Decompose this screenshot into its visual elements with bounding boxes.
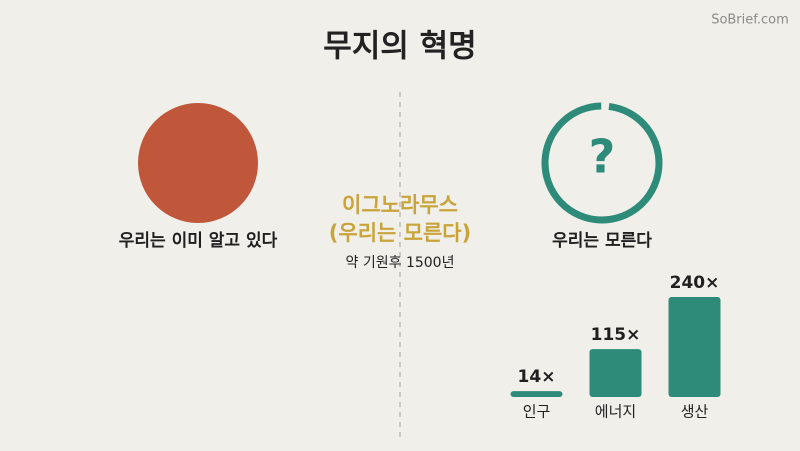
title: 무지의 혁명	[323, 29, 476, 65]
value-label: 240×	[670, 273, 720, 293]
bar	[668, 297, 721, 397]
right-label: 우리는 모른다	[552, 231, 652, 251]
known-circle	[138, 103, 258, 223]
watermark: SoBrief.com	[711, 13, 789, 28]
bar	[589, 349, 642, 397]
center-date: 약 기원후 1500년	[346, 255, 455, 271]
category-label: 생산	[681, 403, 709, 421]
bar-chart: 14× 인구 115× 에너지 240× 생산	[510, 273, 721, 421]
value-label: 14×	[518, 367, 556, 387]
center-term: 이그노라무스	[342, 193, 458, 217]
category-label: 인구	[523, 403, 551, 421]
question-mark: ?	[589, 130, 616, 184]
value-label: 115×	[591, 325, 641, 345]
category-label: 에너지	[595, 403, 636, 421]
left-label: 우리는 이미 알고 있다	[119, 231, 278, 251]
center-gloss: (우리는 모른다)	[329, 221, 471, 245]
bar	[510, 391, 563, 397]
